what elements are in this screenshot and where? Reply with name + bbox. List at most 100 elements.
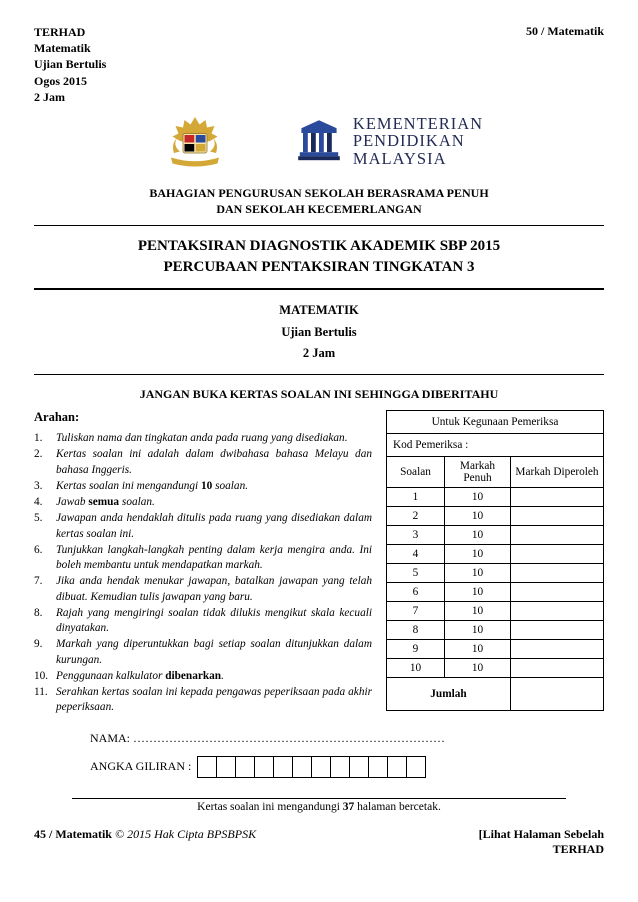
instruction-item: 8.Rajah yang mengiringi soalan tidak dil… bbox=[34, 606, 372, 637]
instruction-number: 4. bbox=[34, 495, 56, 510]
instruction-text: Kertas soalan ini mengandungi 10 soalan. bbox=[56, 479, 372, 494]
footer-left: 45 / Matematik © 2015 Hak Cipta BPSBPSK bbox=[34, 827, 256, 857]
cell-soalan: 3 bbox=[387, 526, 445, 545]
footer-left-italic: © 2015 Hak Cipta BPSBPSK bbox=[112, 827, 256, 841]
header-line: Matematik bbox=[34, 40, 106, 56]
division-title: BAHAGIAN PENGURUSAN SEKOLAH BERASRAMA PE… bbox=[34, 185, 604, 217]
cell-penuh: 10 bbox=[445, 621, 511, 640]
instruction-number: 9. bbox=[34, 637, 56, 668]
angka-box bbox=[311, 756, 331, 778]
angka-boxes bbox=[197, 756, 426, 778]
instruction-text: Markah yang diperuntukkan bagi setiap so… bbox=[56, 637, 372, 668]
cell-penuh: 10 bbox=[445, 640, 511, 659]
footer-center: Kertas soalan ini mengandungi 37 halaman… bbox=[34, 801, 604, 813]
instruction-text: Jawapan anda hendaklah ditulis pada ruan… bbox=[56, 511, 372, 542]
header-line: Ogos 2015 bbox=[34, 73, 106, 89]
footer-left-bold: 45 / Matematik bbox=[34, 827, 112, 841]
table-row: 710 bbox=[387, 602, 604, 621]
angka-box bbox=[273, 756, 293, 778]
instructions-title: Arahan: bbox=[34, 410, 372, 425]
bottom-row: 45 / Matematik © 2015 Hak Cipta BPSBPSK … bbox=[34, 827, 604, 857]
instruction-text: Jika anda hendak menukar jawapan, batalk… bbox=[56, 574, 372, 605]
marks-column: Untuk Kegunaan Pemeriksa Kod Pemeriksa :… bbox=[386, 410, 604, 717]
col-penuh: Markah Penuh bbox=[445, 457, 511, 488]
footer-right: [Lihat Halaman Sebelah TERHAD bbox=[479, 827, 604, 857]
instruction-item: 1.Tuliskan nama dan tingkatan anda pada … bbox=[34, 431, 372, 446]
table-row: 1010 bbox=[387, 659, 604, 678]
header-line: Ujian Bertulis bbox=[34, 56, 106, 72]
instructions-list: 1.Tuliskan nama dan tingkatan anda pada … bbox=[34, 431, 372, 716]
instruction-text: Tunjukkan langkah-langkah penting dalam … bbox=[56, 543, 372, 574]
angka-row: ANGKA GILIRAN : bbox=[90, 756, 604, 778]
title-line: PENTAKSIRAN DIAGNOSTIK AKADEMIK SBP 2015 bbox=[34, 236, 604, 257]
table-row: 110 bbox=[387, 488, 604, 507]
cell-penuh: 10 bbox=[445, 526, 511, 545]
exam-title: PENTAKSIRAN DIAGNOSTIK AKADEMIK SBP 2015… bbox=[34, 226, 604, 288]
footer-right-line: [Lihat Halaman Sebelah bbox=[479, 827, 604, 842]
examiner-code: Kod Pemeriksa : bbox=[387, 434, 604, 457]
subject-line: 2 Jam bbox=[34, 343, 604, 364]
cell-soalan: 5 bbox=[387, 564, 445, 583]
division-line: DAN SEKOLAH KECEMERLANGAN bbox=[34, 201, 604, 217]
subject-line: MATEMATIK bbox=[34, 300, 604, 321]
cell-soalan: 1 bbox=[387, 488, 445, 507]
instruction-item: 5.Jawapan anda hendaklah ditulis pada ru… bbox=[34, 511, 372, 542]
jumlah-value bbox=[511, 678, 604, 711]
cell-diperoleh bbox=[511, 507, 604, 526]
cell-soalan: 8 bbox=[387, 621, 445, 640]
instruction-number: 6. bbox=[34, 543, 56, 574]
cell-penuh: 10 bbox=[445, 545, 511, 564]
logo-row: KEMENTERIAN PENDIDIKAN MALAYSIA bbox=[34, 111, 604, 171]
cell-penuh: 10 bbox=[445, 583, 511, 602]
cell-penuh: 10 bbox=[445, 488, 511, 507]
angka-box bbox=[292, 756, 312, 778]
table-row: 510 bbox=[387, 564, 604, 583]
instruction-number: 7. bbox=[34, 574, 56, 605]
header-right: 50 / Matematik bbox=[526, 24, 604, 105]
cell-diperoleh bbox=[511, 602, 604, 621]
cell-diperoleh bbox=[511, 488, 604, 507]
page-header: TERHAD Matematik Ujian Bertulis Ogos 201… bbox=[34, 24, 604, 105]
nama-line: NAMA: …………………………………………………………………… bbox=[90, 731, 604, 746]
cell-diperoleh bbox=[511, 583, 604, 602]
instructions-column: Arahan: 1.Tuliskan nama dan tingkatan an… bbox=[34, 410, 372, 717]
cell-soalan: 7 bbox=[387, 602, 445, 621]
kpm-line: MALAYSIA bbox=[353, 150, 483, 167]
kpm-line: KEMENTERIAN bbox=[353, 115, 483, 132]
angka-box bbox=[330, 756, 350, 778]
instruction-item: 10.Penggunaan kalkulator dibenarkan. bbox=[34, 669, 372, 684]
mid-section: Arahan: 1.Tuliskan nama dan tingkatan an… bbox=[34, 410, 604, 717]
table-row: 410 bbox=[387, 545, 604, 564]
footer-divider bbox=[72, 798, 566, 799]
kpm-text: KEMENTERIAN PENDIDIKAN MALAYSIA bbox=[353, 115, 483, 167]
footer-right-line: TERHAD bbox=[479, 842, 604, 857]
instruction-number: 11. bbox=[34, 685, 56, 716]
header-line: 2 Jam bbox=[34, 89, 106, 105]
cell-soalan: 2 bbox=[387, 507, 445, 526]
cell-soalan: 10 bbox=[387, 659, 445, 678]
kpm-logo-block: KEMENTERIAN PENDIDIKAN MALAYSIA bbox=[295, 115, 483, 167]
divider bbox=[34, 374, 604, 375]
table-row: 210 bbox=[387, 507, 604, 526]
instruction-text: Tuliskan nama dan tingkatan anda pada ru… bbox=[56, 431, 372, 446]
instruction-item: 9.Markah yang diperuntukkan bagi setiap … bbox=[34, 637, 372, 668]
instruction-item: 7.Jika anda hendak menukar jawapan, bata… bbox=[34, 574, 372, 605]
col-soalan: Soalan bbox=[387, 457, 445, 488]
cell-diperoleh bbox=[511, 564, 604, 583]
jata-negara-icon bbox=[155, 111, 235, 171]
instruction-number: 3. bbox=[34, 479, 56, 494]
title-line: PERCUBAAN PENTAKSIRAN TINGKATAN 3 bbox=[34, 257, 604, 278]
cell-penuh: 10 bbox=[445, 602, 511, 621]
angka-box bbox=[235, 756, 255, 778]
table-row: 310 bbox=[387, 526, 604, 545]
subject-block: MATEMATIK Ujian Bertulis 2 Jam bbox=[34, 290, 604, 374]
subject-line: Ujian Bertulis bbox=[34, 322, 604, 343]
angka-box bbox=[216, 756, 236, 778]
angka-label: ANGKA GILIRAN : bbox=[90, 759, 191, 774]
table-row: 810 bbox=[387, 621, 604, 640]
table-row: 910 bbox=[387, 640, 604, 659]
instruction-text: Jawab semua soalan. bbox=[56, 495, 372, 510]
cell-penuh: 10 bbox=[445, 564, 511, 583]
instruction-text: Serahkan kertas soalan ini kepada pengaw… bbox=[56, 685, 372, 716]
kpm-icon bbox=[295, 117, 343, 165]
